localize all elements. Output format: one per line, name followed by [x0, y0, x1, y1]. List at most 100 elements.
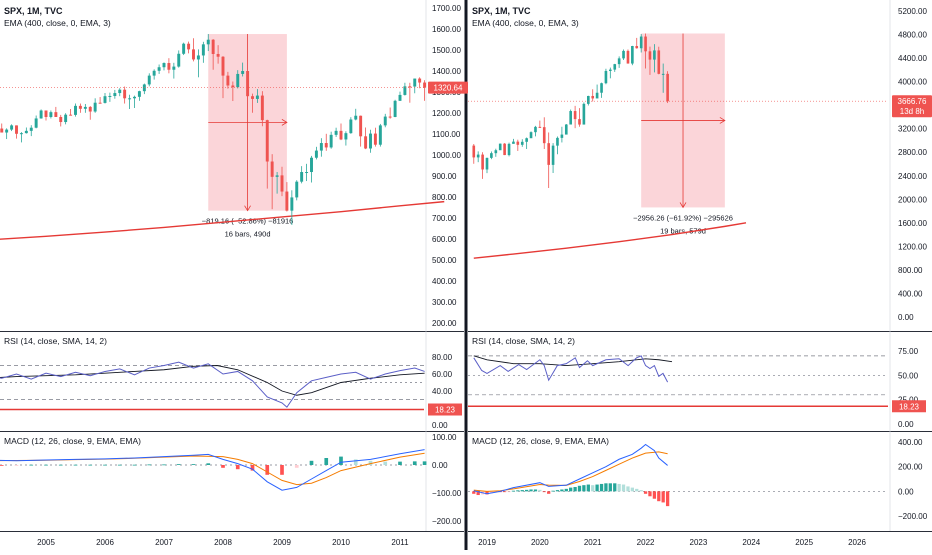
measure-label-bars: 16 bars, 490d: [225, 230, 271, 239]
x-tick-label: 2022: [637, 538, 655, 547]
chart-title: SPX, 1M, TVC: [4, 6, 63, 16]
candle: [74, 103, 77, 117]
candle-body: [503, 143, 506, 156]
candle-body: [182, 43, 186, 54]
candle-body: [472, 145, 476, 158]
candle-body: [529, 132, 533, 139]
rsi-ma-line: [473, 355, 673, 367]
candle: [113, 89, 117, 99]
last-price-label: 3666.76: [898, 97, 927, 106]
candle: [339, 123, 343, 141]
macd-histogram-bar: [621, 484, 626, 492]
candle: [494, 148, 498, 157]
candle-body: [369, 133, 372, 149]
candle-body: [167, 63, 171, 70]
rsi-y-tick-label: 25.00: [898, 396, 919, 405]
y-tick-label: 700.00: [432, 214, 457, 223]
candle-body: [29, 127, 33, 131]
candle-body: [19, 133, 23, 135]
candle-body: [157, 67, 161, 71]
candle-body: [525, 138, 528, 142]
candle: [569, 109, 572, 125]
candle: [10, 124, 14, 132]
macd-histogram-bar: [294, 465, 299, 468]
candle-body: [547, 143, 551, 165]
candle: [59, 114, 63, 127]
candle: [192, 38, 195, 62]
candle-body: [236, 73, 240, 88]
macd-histogram-bar: [520, 490, 524, 492]
candle: [285, 182, 289, 212]
candle-body: [128, 98, 132, 100]
macd-histogram-bar: [368, 460, 373, 465]
candle: [54, 106, 58, 117]
macd-histogram-bar: [476, 491, 480, 496]
candle-body: [364, 136, 368, 149]
macd-histogram-bar: [309, 460, 314, 465]
candle: [622, 49, 625, 61]
candle-body: [408, 86, 412, 88]
macd-histogram-bar: [586, 484, 590, 492]
candle: [388, 107, 392, 119]
candle: [547, 132, 551, 189]
x-tick-label: 2010: [332, 538, 350, 547]
candle: [280, 166, 284, 197]
candle: [49, 110, 53, 119]
y-tick-label: 600.00: [432, 235, 457, 244]
candle: [167, 58, 171, 74]
candle: [398, 91, 402, 101]
candle-body: [378, 125, 382, 145]
chart-title: SPX, 1M, TVC: [472, 6, 531, 16]
measure-label-bars: 19 bars, 579d: [660, 226, 706, 235]
candle-body: [133, 96, 136, 99]
rsi-title: RSI (14, close, SMA, 14, 2): [4, 336, 107, 346]
candle-body: [221, 56, 225, 76]
candle: [556, 136, 559, 155]
candle-body: [639, 36, 643, 49]
chart-panel-2: 2019 2020 2021 2022 2023 2024 2025 2026 5200.00 4…: [468, 0, 932, 547]
candle-body: [24, 130, 28, 134]
candle: [542, 117, 546, 149]
macd-y-tick-label: 400.00: [898, 438, 923, 447]
candle-body: [644, 36, 647, 52]
candle-body: [251, 96, 254, 99]
candle-body: [339, 130, 343, 140]
indicator-legend: EMA (400, close, 0, EMA, 3): [4, 18, 111, 28]
candle-body: [393, 100, 397, 117]
last-price-label: 1320.64: [434, 84, 463, 93]
macd-histogram-bar: [547, 491, 551, 494]
candle-body: [403, 86, 407, 95]
rsi-y-tick-label: 0.00: [898, 420, 914, 429]
candle: [617, 56, 621, 68]
candle: [364, 127, 368, 150]
macd-histogram-bar: [507, 491, 511, 493]
candle: [24, 127, 28, 134]
candle: [290, 190, 294, 225]
candle: [591, 89, 595, 102]
macd-histogram-bar: [630, 487, 635, 492]
candle: [587, 95, 590, 106]
candle-body: [398, 94, 402, 101]
candle-body: [359, 115, 363, 137]
macd-histogram-bar: [250, 465, 255, 471]
candle-body: [551, 145, 555, 165]
macd-y-tick-label: −200.00: [432, 517, 462, 526]
candle: [69, 109, 73, 116]
candle-body: [15, 125, 18, 134]
candle-body: [275, 175, 279, 177]
indicator-legend: EMA (400, close, 0, EMA, 3): [472, 18, 579, 28]
macd-y-tick-label: −200.00: [898, 512, 928, 521]
candle: [564, 123, 568, 135]
candle-body: [622, 50, 625, 59]
macd-histogram-bar: [529, 489, 533, 492]
macd-histogram-bar: [643, 491, 648, 494]
measure-arrow-right: [719, 117, 726, 124]
candle: [551, 143, 555, 174]
candle: [613, 63, 617, 72]
candle-body: [319, 143, 323, 151]
y-tick-label: 1400.00: [432, 67, 461, 76]
y-tick-label: 1200.00: [898, 242, 927, 251]
candle-body: [542, 127, 546, 144]
candle: [15, 125, 18, 139]
candle: [260, 91, 264, 127]
